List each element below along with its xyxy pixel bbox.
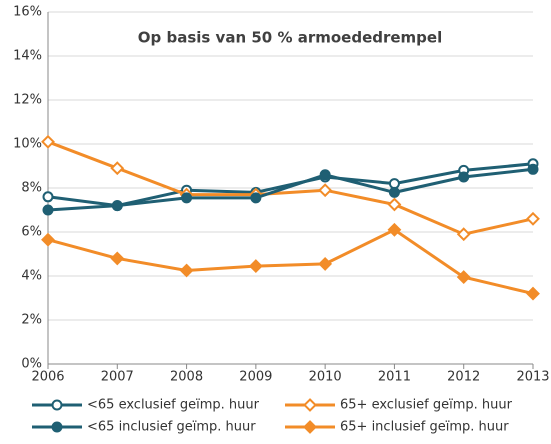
y-tick-label: 12%: [13, 93, 42, 108]
x-tick-label: 2011: [378, 370, 411, 385]
marker: [110, 161, 125, 176]
legend-label: 65+ exclusief geïmp. huur: [340, 398, 513, 413]
x-tick-label: 2009: [239, 370, 272, 385]
marker: [181, 192, 193, 204]
marker: [250, 192, 262, 204]
legend-label: <65 exclusief geïmp. huur: [87, 398, 260, 413]
marker: [387, 222, 402, 237]
y-tick-label: 2%: [21, 313, 42, 328]
marker: [388, 186, 400, 198]
legend-label: <65 inclusief geïmp. huur: [87, 420, 256, 435]
y-tick-label: 14%: [13, 49, 42, 64]
series-line: [47, 228, 534, 296]
marker: [42, 191, 54, 203]
y-tick-label: 0%: [21, 357, 42, 372]
marker: [526, 286, 540, 301]
marker: [456, 227, 471, 242]
marker: [318, 183, 333, 198]
x-tick-label: 2012: [447, 370, 480, 385]
marker: [319, 169, 331, 181]
marker: [303, 398, 317, 412]
marker: [51, 399, 63, 411]
y-tick-label: 8%: [21, 181, 42, 196]
y-tick-label: 16%: [13, 5, 42, 20]
marker: [527, 163, 539, 175]
x-tick-label: 2006: [31, 370, 64, 385]
marker: [456, 270, 471, 285]
marker: [110, 251, 125, 266]
marker: [51, 421, 63, 433]
x-tick-label: 2013: [516, 370, 549, 385]
marker: [458, 171, 470, 183]
x-tick-label: 2008: [170, 370, 203, 385]
x-tick-label: 2007: [101, 370, 134, 385]
marker: [388, 178, 400, 190]
y-tick-label: 6%: [21, 225, 42, 240]
marker: [387, 197, 402, 212]
marker: [303, 420, 317, 434]
series-line: [47, 167, 534, 212]
marker: [41, 134, 55, 149]
marker: [526, 211, 540, 226]
chart-title: Op basis van 50 % armoededrempel: [138, 29, 442, 47]
x-tick-label: 2010: [309, 370, 342, 385]
marker: [111, 200, 123, 212]
marker: [179, 263, 194, 278]
marker: [248, 259, 263, 274]
marker: [42, 204, 54, 216]
y-tick-label: 4%: [21, 269, 42, 284]
series-line: [47, 140, 534, 236]
marker: [318, 256, 333, 271]
marker: [41, 232, 55, 247]
y-tick-label: 10%: [13, 137, 42, 152]
legend-label: 65+ inclusief geïmp. huur: [340, 420, 509, 435]
